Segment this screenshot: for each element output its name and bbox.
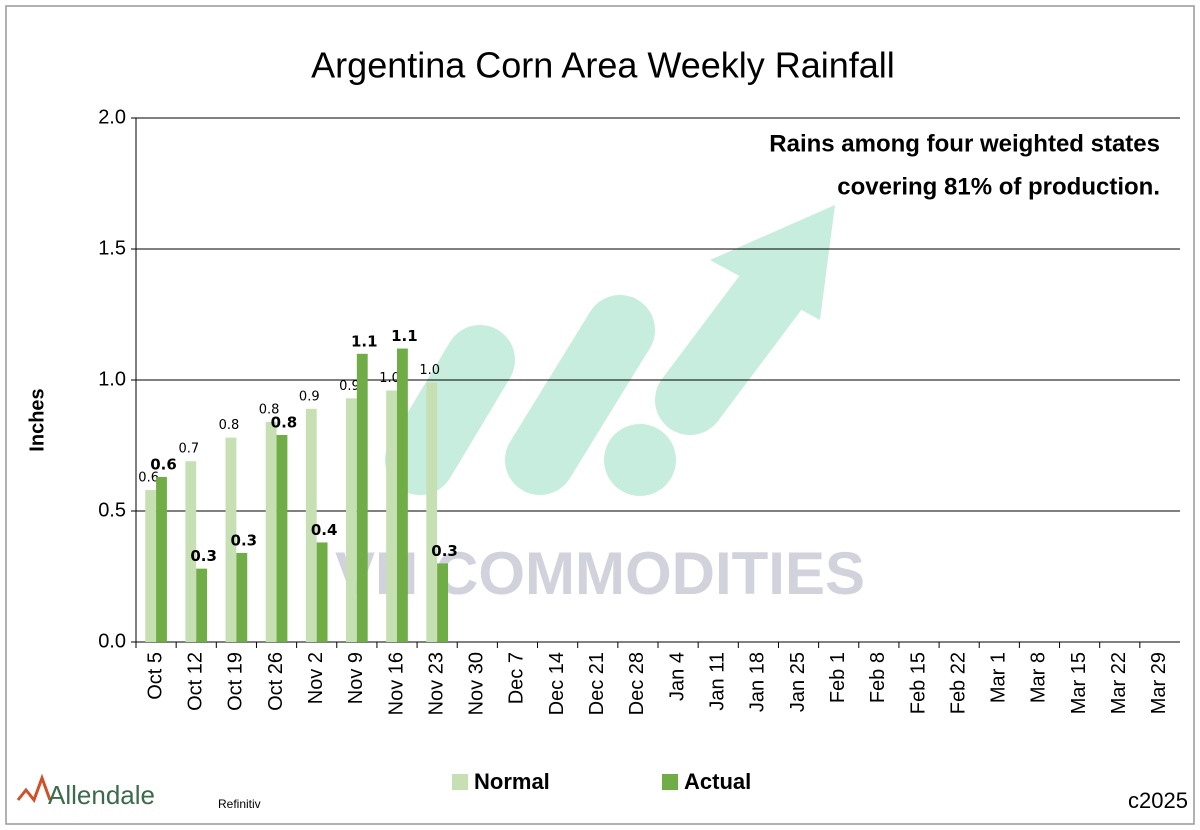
bar xyxy=(305,408,317,642)
x-tick-label: Dec 7 xyxy=(506,652,528,704)
bar xyxy=(196,568,208,642)
y-tick-label: 0.0 xyxy=(98,630,126,652)
x-tick-label: Feb 15 xyxy=(907,652,929,714)
data-label: 1.1 xyxy=(351,332,378,350)
data-label: 0.9 xyxy=(339,379,360,394)
x-tick-label: Nov 16 xyxy=(385,652,407,715)
data-label: 0.4 xyxy=(311,521,338,539)
bar xyxy=(156,476,167,642)
data-label: 1.0 xyxy=(419,363,440,378)
annotation: covering 81% of production. xyxy=(837,173,1160,200)
x-tick-label: Dec 28 xyxy=(626,652,648,715)
data-label: 0.8 xyxy=(259,402,280,417)
data-label: 0.3 xyxy=(231,531,258,549)
x-tick-label: Mar 29 xyxy=(1148,652,1170,714)
bar xyxy=(346,398,357,642)
x-tick-label: Jan 25 xyxy=(787,652,809,712)
x-tick-label: Nov 23 xyxy=(425,652,447,715)
y-tick-label: 2.0 xyxy=(98,106,126,128)
x-tick-label: Mar 15 xyxy=(1068,652,1090,714)
x-tick-label: Jan 11 xyxy=(707,652,729,711)
watermark: VN COMMODITIES xyxy=(335,540,865,607)
x-tick-label: Dec 21 xyxy=(586,652,608,715)
bar xyxy=(356,353,368,642)
data-label: 0.3 xyxy=(431,542,458,560)
logo: Allendale xyxy=(48,780,155,810)
data-label: 0.3 xyxy=(190,547,217,565)
x-tick-label: Oct 19 xyxy=(225,652,247,711)
bar xyxy=(316,542,328,642)
y-tick-label: 0.5 xyxy=(98,499,126,521)
x-tick-label: Mar 8 xyxy=(1028,652,1050,703)
x-tick-label: Nov 2 xyxy=(305,652,327,704)
legend-swatch xyxy=(452,774,468,790)
bar xyxy=(265,421,277,642)
frame xyxy=(5,5,1195,825)
copyright: c2025 xyxy=(1128,788,1188,813)
bar xyxy=(437,563,448,642)
data-label: 0.6 xyxy=(150,455,177,473)
data-label: 0.8 xyxy=(219,418,240,433)
x-tick-label: Dec 14 xyxy=(546,652,568,715)
source: Refinitiv xyxy=(218,797,261,811)
legend-label: Actual xyxy=(684,769,751,794)
x-tick-label: Oct 12 xyxy=(185,652,207,711)
x-tick-label: Jan 18 xyxy=(747,652,769,712)
x-tick-label: Feb 22 xyxy=(947,652,969,714)
bar xyxy=(236,552,248,642)
data-label: 1.1 xyxy=(391,327,418,345)
legend-swatch xyxy=(662,774,678,790)
x-tick-label: Jan 4 xyxy=(666,652,688,701)
data-label: 0.7 xyxy=(178,442,199,457)
chart-title: Argentina Corn Area Weekly Rainfall xyxy=(311,45,895,86)
data-label: 0.8 xyxy=(271,414,298,432)
data-label: 0.6 xyxy=(138,471,159,486)
x-tick-label: Mar 22 xyxy=(1108,652,1130,714)
y-tick-label: 1.0 xyxy=(98,368,126,390)
x-tick-label: Mar 1 xyxy=(988,652,1010,703)
annotation: Rains among four weighted states xyxy=(769,130,1160,157)
bar xyxy=(185,461,197,642)
x-tick-label: Nov 9 xyxy=(345,652,367,704)
logo-icon xyxy=(16,773,52,804)
bar xyxy=(386,390,397,642)
x-tick-label: Oct 5 xyxy=(144,652,166,700)
bar xyxy=(225,437,237,642)
data-label: 0.9 xyxy=(299,389,320,404)
x-tick-label: Feb 8 xyxy=(867,652,889,703)
bar xyxy=(426,382,438,642)
bar xyxy=(397,348,408,642)
bar xyxy=(276,435,288,642)
y-tick-label: 1.5 xyxy=(98,237,126,259)
data-label: 1.0 xyxy=(379,371,400,386)
x-tick-label: Nov 30 xyxy=(466,652,488,715)
bar xyxy=(145,490,157,642)
legend-label: Normal xyxy=(474,769,550,794)
x-tick-label: Oct 26 xyxy=(265,652,287,711)
y-axis-label: Inches xyxy=(26,388,48,451)
x-tick-label: Feb 1 xyxy=(827,652,849,703)
